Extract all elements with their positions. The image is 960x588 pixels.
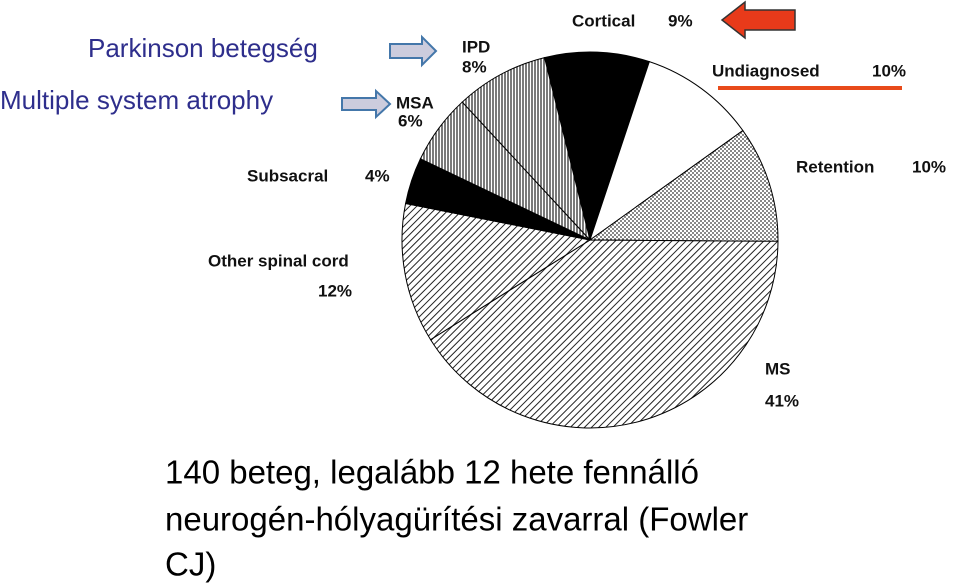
value-label: 12%	[318, 281, 352, 300]
caption: neurogén-hólyagürítési zavarral (Fowler	[165, 501, 748, 538]
value-label: 41%	[765, 391, 799, 410]
value-label: 9%	[668, 11, 693, 30]
pie-slice	[543, 51, 650, 242]
slice-label: Cortical	[572, 11, 635, 30]
pie-slice	[588, 129, 779, 242]
slice-label: MS	[765, 359, 791, 378]
slice-label: Retention	[796, 157, 874, 176]
red-arrow	[720, 0, 796, 40]
value-label: 8%	[462, 57, 487, 76]
slice-label: Undiagnosed	[712, 61, 820, 80]
slice-label: IPD	[462, 37, 490, 56]
annotation: Parkinson betegség	[88, 33, 318, 63]
caption: CJ)	[165, 546, 216, 583]
value-label: 6%	[398, 111, 423, 130]
annotation: Multiple system atrophy	[0, 85, 273, 115]
slice-label: Other spinal cord	[208, 251, 349, 270]
value-label: 4%	[365, 166, 390, 185]
slice-label: Subsacral	[247, 166, 328, 185]
pie-slice	[461, 56, 591, 241]
caption: 140 beteg, legalább 12 hete fennálló	[165, 454, 699, 491]
value-label: 10%	[912, 157, 946, 176]
slice-label: MSA	[396, 93, 434, 112]
arrow	[341, 88, 392, 120]
arrow	[389, 34, 438, 68]
pie-slice	[401, 202, 592, 341]
pie-slice	[429, 239, 779, 429]
pie-slice	[589, 60, 744, 242]
value-label: 10%	[872, 61, 906, 80]
